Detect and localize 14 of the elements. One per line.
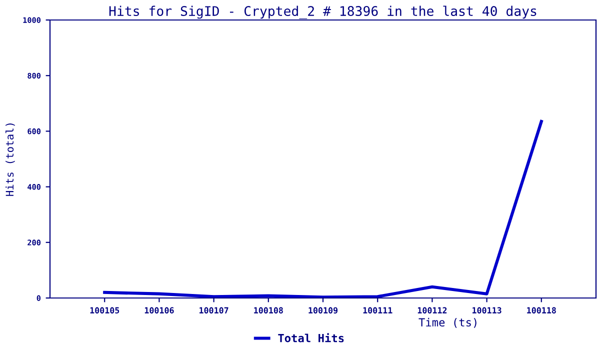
y-axis-title: Hits (total) bbox=[5, 124, 15, 196]
x-axis-title: Time (ts) bbox=[418, 318, 476, 328]
line-series bbox=[103, 120, 543, 298]
x-tick-label: 100113 bbox=[472, 307, 502, 314]
legend-label: Total Hits bbox=[278, 333, 344, 342]
x-tick-label: 100109 bbox=[308, 307, 338, 314]
x-tick-label: 100111 bbox=[363, 307, 392, 314]
x-tick-label: 100112 bbox=[418, 307, 447, 314]
chart-title: Hits for SigID - Crypted_2 # 18396 in the last 40 days bbox=[109, 6, 536, 19]
x-tick-label: 100105 bbox=[90, 307, 120, 314]
x-tick-label: 100107 bbox=[200, 307, 228, 314]
x-tick-label: 100118 bbox=[527, 307, 556, 314]
x-tick-label: 100106 bbox=[144, 307, 174, 314]
x-tick-label: 100108 bbox=[254, 307, 283, 314]
